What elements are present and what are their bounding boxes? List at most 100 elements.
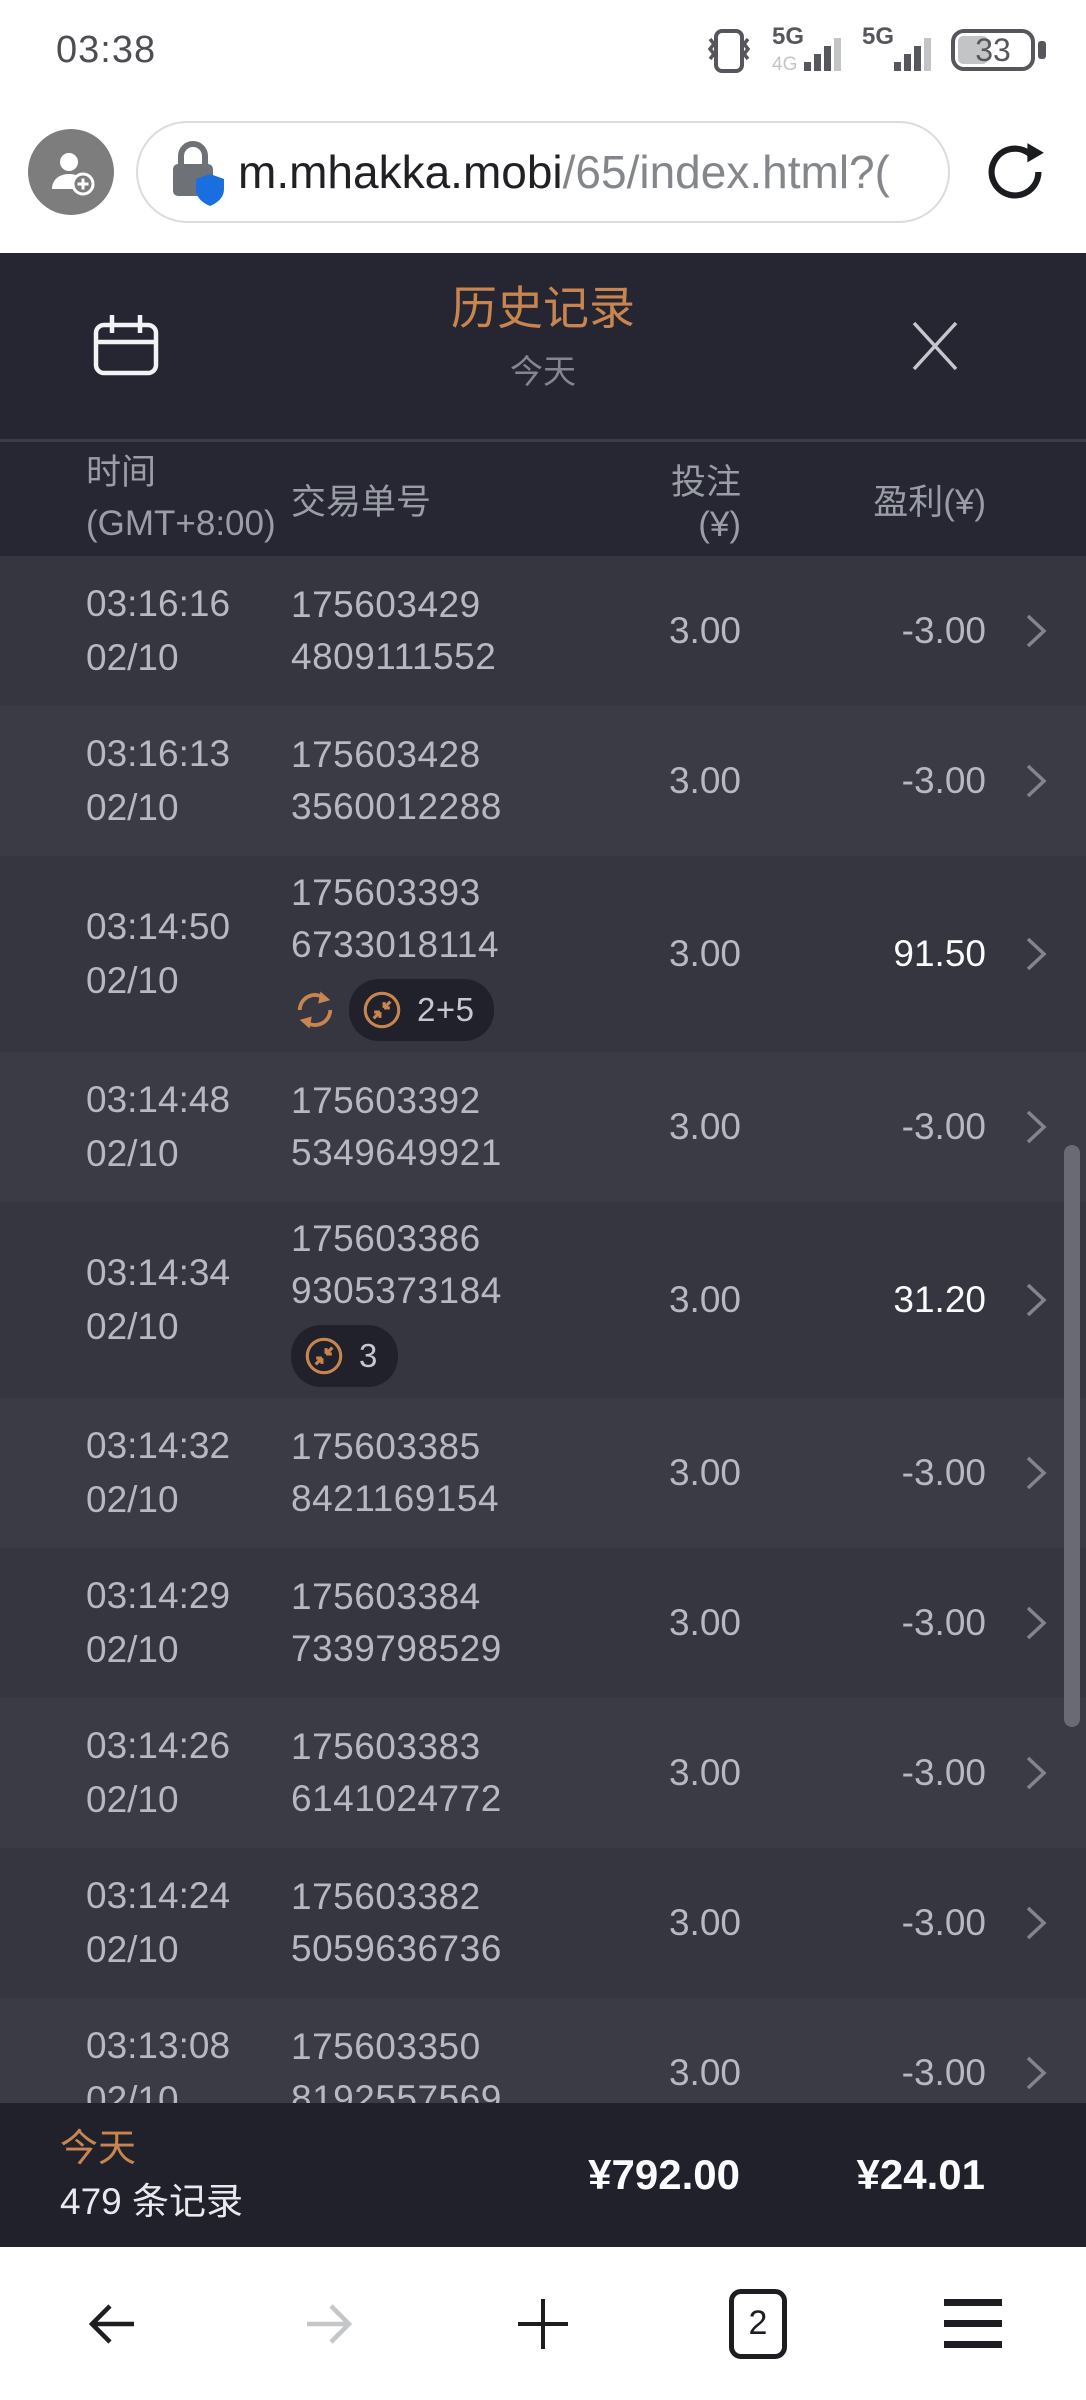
table-row[interactable]: 03:14:48 02/10 175603392 5349649921 3.00…	[0, 1052, 1086, 1202]
chevron-right-icon	[1026, 764, 1047, 798]
table-row[interactable]: 03:14:26 02/10 175603383 6141024772 3.00…	[0, 1698, 1086, 1848]
tab-switcher-button[interactable]: 2	[729, 2288, 787, 2359]
url-text: m.mhakka.mobi/65/index.html?(	[238, 145, 890, 199]
row-time: 03:14:50 02/10	[86, 906, 231, 1001]
row-order-number: 175603350 8192557569	[291, 2026, 502, 2103]
row-order-number: 175603392 5349649921	[291, 1080, 502, 1173]
table-header: 时间 (GMT+8:00) 交易单号 投注(¥) 盈利(¥)	[0, 439, 1086, 556]
bet-type-badge: 3	[291, 1324, 398, 1387]
row-time: 03:14:26 02/10	[86, 1725, 231, 1820]
row-profit: -3.00	[901, 1106, 986, 1147]
vibrate-icon	[707, 29, 751, 73]
battery-level: 33	[975, 32, 1011, 68]
col-header-time: 时间 (GMT+8:00)	[86, 453, 276, 543]
status-bar: 03:38 5G 4G 5G	[0, 0, 1086, 90]
signal-sim2-icon: 5G	[862, 23, 931, 71]
svg-text:5G: 5G	[772, 23, 804, 50]
summary-left: 今天 479 条记录	[60, 2123, 550, 2228]
forward-button[interactable]	[299, 2295, 357, 2353]
bet-type-badge: 2+5	[349, 978, 495, 1041]
reload-icon	[988, 142, 1044, 198]
row-time: 03:14:48 02/10	[86, 1079, 231, 1174]
row-profit: 91.50	[893, 933, 986, 974]
row-bet: 3.00	[668, 933, 741, 974]
chevron-right-icon	[1026, 1456, 1047, 1490]
row-bet: 3.00	[668, 1452, 741, 1493]
col-header-order: 交易单号	[291, 482, 432, 522]
status-icons: 5G 4G 5G 33	[702, 22, 1050, 78]
chevron-right-icon	[1026, 1110, 1047, 1144]
row-order-number: 175603428 3560012288	[291, 734, 502, 827]
close-icon[interactable]	[904, 315, 966, 377]
row-profit: -3.00	[901, 760, 986, 801]
chevron-right-icon	[1026, 1606, 1047, 1640]
row-time: 03:16:16 02/10	[86, 583, 231, 678]
table-row[interactable]: 03:14:24 02/10 175603382 5059636736 3.00…	[0, 1848, 1086, 1998]
row-bet: 3.00	[668, 760, 741, 801]
table-row[interactable]: 03:14:50 02/10 175603393 6733018114	[0, 856, 1086, 1052]
chevron-right-icon	[1026, 1906, 1047, 1940]
table-row[interactable]: 03:14:34 02/10 175603386 9305373184 3 3.…	[0, 1202, 1086, 1398]
calendar-icon[interactable]	[88, 311, 164, 381]
row-order-number: 175603384 7339798529	[291, 1576, 502, 1669]
target-badge-icon	[305, 1337, 343, 1375]
row-order-number: 175603385 8421169154	[291, 1426, 500, 1519]
row-badges: 2+5	[291, 978, 641, 1041]
row-time: 03:14:34 02/10	[86, 1252, 231, 1347]
history-list: 03:16:16 02/10 175603429 4809111552 3.00…	[0, 556, 1086, 2103]
chevron-right-icon	[1026, 937, 1047, 971]
row-bet: 3.00	[668, 1602, 741, 1643]
table-row[interactable]: 03:14:29 02/10 175603384 7339798529 3.00…	[0, 1548, 1086, 1698]
row-profit: -3.00	[901, 2052, 986, 2093]
row-order-number: 175603393 6733018114 2+5	[291, 867, 641, 1041]
panel-header: 历史记录 今天	[0, 253, 1086, 439]
col-header-profit: 盈利(¥)	[873, 482, 986, 522]
table-row[interactable]: 03:16:13 02/10 175603428 3560012288 3.00…	[0, 706, 1086, 856]
row-time: 03:14:29 02/10	[86, 1575, 231, 1670]
summary-record-count: 479 条记录	[60, 2180, 244, 2222]
svg-text:5G: 5G	[862, 23, 894, 50]
row-profit: -3.00	[901, 1902, 986, 1943]
table-row[interactable]: 03:14:32 02/10 175603385 8421169154 3.00…	[0, 1398, 1086, 1548]
browser-bottom-nav: 2	[0, 2247, 1086, 2400]
row-time: 03:14:24 02/10	[86, 1875, 231, 1970]
browser-toolbar: m.mhakka.mobi/65/index.html?(	[0, 90, 1086, 253]
back-button[interactable]	[84, 2295, 142, 2353]
profile-add-button[interactable]	[28, 128, 114, 215]
row-profit: -3.00	[901, 1452, 986, 1493]
reload-button[interactable]	[972, 139, 1058, 205]
target-badge-icon	[363, 991, 401, 1029]
summary-total-profit: ¥24.01	[856, 2151, 985, 2198]
summary-bar: 今天 479 条记录 ¥792.00 ¥24.01	[0, 2103, 1086, 2247]
person-add-icon	[52, 152, 95, 195]
status-time: 03:38	[56, 28, 157, 71]
url-host: m.mhakka.mobi	[238, 145, 563, 198]
chevron-right-icon	[1026, 614, 1047, 648]
row-profit: 31.20	[893, 1279, 986, 1320]
row-bet: 3.00	[668, 1752, 741, 1793]
row-order-number: 175603382 5059636736	[291, 1876, 502, 1969]
signal-sim1-icon: 5G 4G	[772, 23, 841, 75]
tab-count: 2	[748, 2304, 768, 2342]
chevron-right-icon	[1026, 2056, 1047, 2090]
url-path: /65/index.html?(	[562, 145, 890, 198]
row-order-number: 175603429 4809111552	[291, 584, 497, 677]
row-time: 03:16:13 02/10	[86, 733, 231, 828]
history-panel: 历史记录 今天 时间 (GMT+8:00) 交易单号 投注(¥) 盈利(¥) 0…	[0, 253, 1086, 2247]
scrollbar-thumb[interactable]	[1064, 1145, 1080, 1727]
row-badges: 3	[291, 1324, 641, 1387]
table-row[interactable]: 03:13:08 02/10 175603350 8192557569 3.00…	[0, 1998, 1086, 2103]
new-tab-button[interactable]	[514, 2295, 572, 2353]
menu-button[interactable]	[944, 2299, 1002, 2348]
col-header-bet: 投注(¥)	[670, 462, 741, 544]
url-bar[interactable]: m.mhakka.mobi/65/index.html?(	[136, 120, 950, 223]
summary-total-bet: ¥792.00	[588, 2151, 740, 2198]
row-time: 03:13:08 02/10	[86, 2025, 231, 2103]
lock-secure-icon	[173, 140, 224, 206]
table-row[interactable]: 03:16:16 02/10 175603429 4809111552 3.00…	[0, 556, 1086, 706]
row-time: 03:14:32 02/10	[86, 1425, 231, 1520]
row-order-number: 175603383 6141024772	[291, 1726, 502, 1819]
row-bet: 3.00	[668, 610, 741, 651]
row-order-number: 175603386 9305373184 3	[291, 1213, 641, 1387]
